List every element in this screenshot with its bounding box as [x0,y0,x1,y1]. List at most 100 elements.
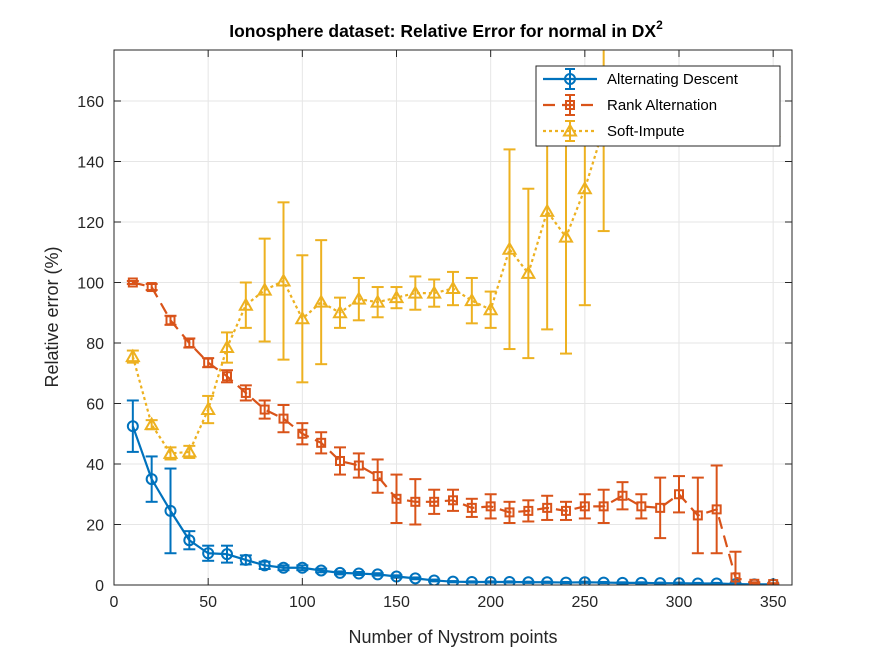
y-tick-label: 160 [77,94,104,111]
data-point-square [410,496,421,507]
data-point-square [749,578,760,585]
data-point-circle [145,473,158,486]
data-point-square [579,501,590,512]
data-point-triangle [369,294,386,308]
data-point-triangle [388,289,405,304]
data-point-square [542,502,553,513]
y-tick-label: 60 [86,397,104,414]
data-point-square [485,501,496,512]
data-point-circle [428,574,441,585]
y-tick-label: 0 [95,578,104,595]
data-point-square [165,315,176,326]
data-point-circle [296,561,309,574]
x-axis-label: Number of Nystrom points [348,627,557,647]
x-tick-label: 150 [383,594,410,611]
data-point-square [316,437,327,448]
ticks [113,50,792,586]
data-point-square [203,357,214,368]
data-point-circle [164,504,177,517]
data-point-circle [654,577,667,585]
data-point-square [561,505,571,516]
data-point-triangle [162,445,179,459]
data-point-circle [371,568,384,581]
data-point-square [674,489,684,500]
data-point-circle [578,576,591,585]
legend-entry: Soft-Impute [543,120,685,142]
data-point-circle [126,420,139,433]
legend-label: Rank Alternation [607,97,717,114]
legend-label: Alternating Descent [607,71,739,88]
data-point-square [523,505,534,516]
data-point-triangle [577,180,593,195]
data-point-square [466,502,477,513]
x-tick-label: 250 [571,594,598,611]
data-point-square [617,490,628,501]
series-line [131,425,774,585]
legend: Alternating Descent Rank Alternation Soft-… [535,65,781,147]
x-tick-label: 100 [289,594,316,611]
y-tick-label: 20 [86,518,104,535]
data-point-square [565,100,575,110]
data-point-square [730,572,741,583]
data-point-triangle [143,416,160,431]
data-point-circle [465,575,478,585]
data-point-square [711,504,722,515]
data-point-triangle [426,285,442,299]
data-point-square [429,496,440,507]
data-point-circle [315,564,328,577]
data-point-square [146,282,157,293]
data-point-circle [239,553,252,566]
data-point-triangle [562,122,578,137]
data-point-square [504,507,515,518]
data-point-triangle [238,297,254,311]
legend-label: Soft-Impute [607,123,685,140]
data-point-circle [202,547,215,560]
data-point-triangle [407,285,424,299]
data-point-circle [522,576,535,585]
data-point-triangle [313,294,329,308]
data-point-circle [409,572,422,585]
data-point-triangle [125,348,141,363]
y-tick-label: 100 [77,276,104,293]
data-point-square [636,501,647,512]
data-point-triangle [520,265,537,279]
data-point-circle [447,575,459,585]
data-point-triangle [294,310,311,325]
data-point-square [655,502,666,513]
y-axis-label: Relative error (%) [42,246,62,387]
data-point-square [278,413,289,424]
series-rank-alternation [126,277,780,585]
data-point-circle [691,577,704,585]
y-tick-label: 40 [86,457,104,474]
tick-labels: 0 50 100 150 200 250 300 350 0 20 40 60 80 100 120 140 1… [77,94,786,611]
data-point-square [240,387,251,398]
data-point-square [184,338,195,348]
data-point-triangle [539,203,555,217]
y-tick-label: 80 [86,336,104,353]
chart-title: Ionosphere dataset: Relative Error for n… [229,18,663,41]
data-point-triangle [181,443,198,458]
x-tick-label: 0 [110,594,119,611]
data-point-circle [635,576,648,585]
chart-title-text: Ionosphere dataset: Relative Error for n… [229,21,656,41]
data-point-circle [564,73,576,85]
data-point-triangle [200,401,216,416]
data-point-circle [258,559,271,572]
data-point-square [598,501,609,512]
data-point-square [391,493,402,504]
data-point-circle [484,575,497,585]
data-point-circle [616,576,629,585]
data-point-triangle [332,304,348,319]
data-point-triangle [275,272,292,287]
data-point-square [335,455,345,466]
data-point-square [297,428,308,439]
data-point-square [127,277,138,288]
data-point-circle [710,577,723,585]
data-point-square [259,404,270,415]
data-point-square [353,460,364,471]
series-line [132,281,774,585]
data-point-square [692,510,703,521]
data-point-circle [221,548,233,561]
data-point-circle [334,566,346,579]
